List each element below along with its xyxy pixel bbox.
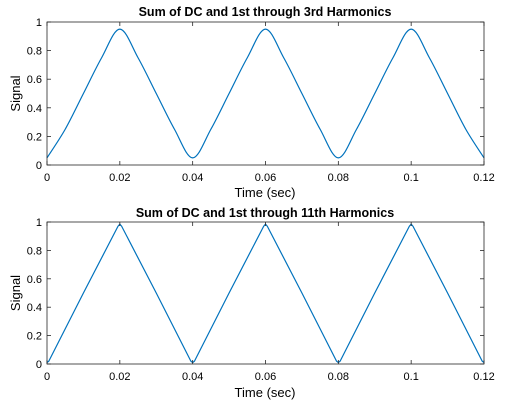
plot-1-x-tick-label: 0.02 bbox=[109, 172, 130, 184]
plot-2-x-tick-label: 0.06 bbox=[255, 371, 276, 383]
plot-1-y-tick-label: 0.8 bbox=[27, 46, 42, 58]
plot-1-x-ticks: 0 0.02 0.04 0.06 0.08 0.1 0.12 bbox=[44, 22, 495, 184]
plot-2: Sum of DC and 1st through 11th Harmonics… bbox=[8, 206, 495, 400]
plot-2-y-tick-label: 0.4 bbox=[27, 302, 42, 314]
plot-2-x-tick-label: 0.1 bbox=[404, 371, 419, 383]
plot-2-x-tick-label: 0 bbox=[44, 371, 50, 383]
plot-2-title: Sum of DC and 1st through 11th Harmonics bbox=[136, 206, 394, 220]
plot-1-y-tick-label: 0.4 bbox=[27, 103, 42, 115]
plot-2-series-line bbox=[46, 223, 485, 364]
plot-1-x-tick-label: 0.08 bbox=[328, 172, 349, 184]
plot-2-x-tick-label: 0.12 bbox=[473, 371, 494, 383]
plot-1-series-line bbox=[46, 28, 485, 159]
plot-2-y-tick-label: 0.8 bbox=[27, 245, 42, 257]
plot-1-title: Sum of DC and 1st through 3rd Harmonics bbox=[139, 5, 392, 19]
plot-2-x-axis-label: Time (sec) bbox=[235, 385, 296, 400]
plot-2-y-ticks: 0 0.2 0.4 0.6 0.8 1 bbox=[27, 217, 484, 371]
plot-2-y-tick-label: 0.6 bbox=[27, 274, 42, 286]
plot-1-x-tick-label: 0.1 bbox=[404, 172, 419, 184]
plot-1: Sum of DC and 1st through 3rd Harmonics … bbox=[8, 5, 495, 200]
plot-1-y-axis-label: Signal bbox=[8, 75, 23, 111]
plot-2-x-tick-label: 0.02 bbox=[109, 371, 130, 383]
plot-2-y-tick-label: 0 bbox=[36, 359, 42, 371]
plot-1-x-tick-label: 0.12 bbox=[473, 172, 494, 184]
plot-1-x-axis-label: Time (sec) bbox=[235, 185, 296, 200]
plot-1-y-tick-label: 0 bbox=[36, 160, 42, 172]
plot-1-y-ticks: 0 0.2 0.4 0.6 0.8 1 bbox=[27, 17, 484, 172]
plot-2-y-axis-label: Signal bbox=[8, 275, 23, 311]
plot-1-axes-frame bbox=[46, 21, 485, 166]
plot-1-y-tick-label: 1 bbox=[36, 17, 42, 29]
plot-2-x-tick-label: 0.04 bbox=[182, 371, 203, 383]
plot-2-x-tick-label: 0.08 bbox=[328, 371, 349, 383]
plot-1-x-tick-label: 0.04 bbox=[182, 172, 203, 184]
plot-1-x-tick-label: 0.06 bbox=[255, 172, 276, 184]
plot-1-x-tick-label: 0 bbox=[44, 172, 50, 184]
plot-2-y-tick-label: 1 bbox=[36, 217, 42, 229]
plot-1-y-tick-label: 0.2 bbox=[27, 131, 42, 143]
plot-1-y-tick-label: 0.6 bbox=[27, 74, 42, 86]
plot-2-x-ticks: 0 0.02 0.04 0.06 0.08 0.1 0.12 bbox=[44, 222, 495, 383]
plot-2-y-tick-label: 0.2 bbox=[27, 331, 42, 343]
plot-2-axes-frame bbox=[46, 221, 485, 365]
